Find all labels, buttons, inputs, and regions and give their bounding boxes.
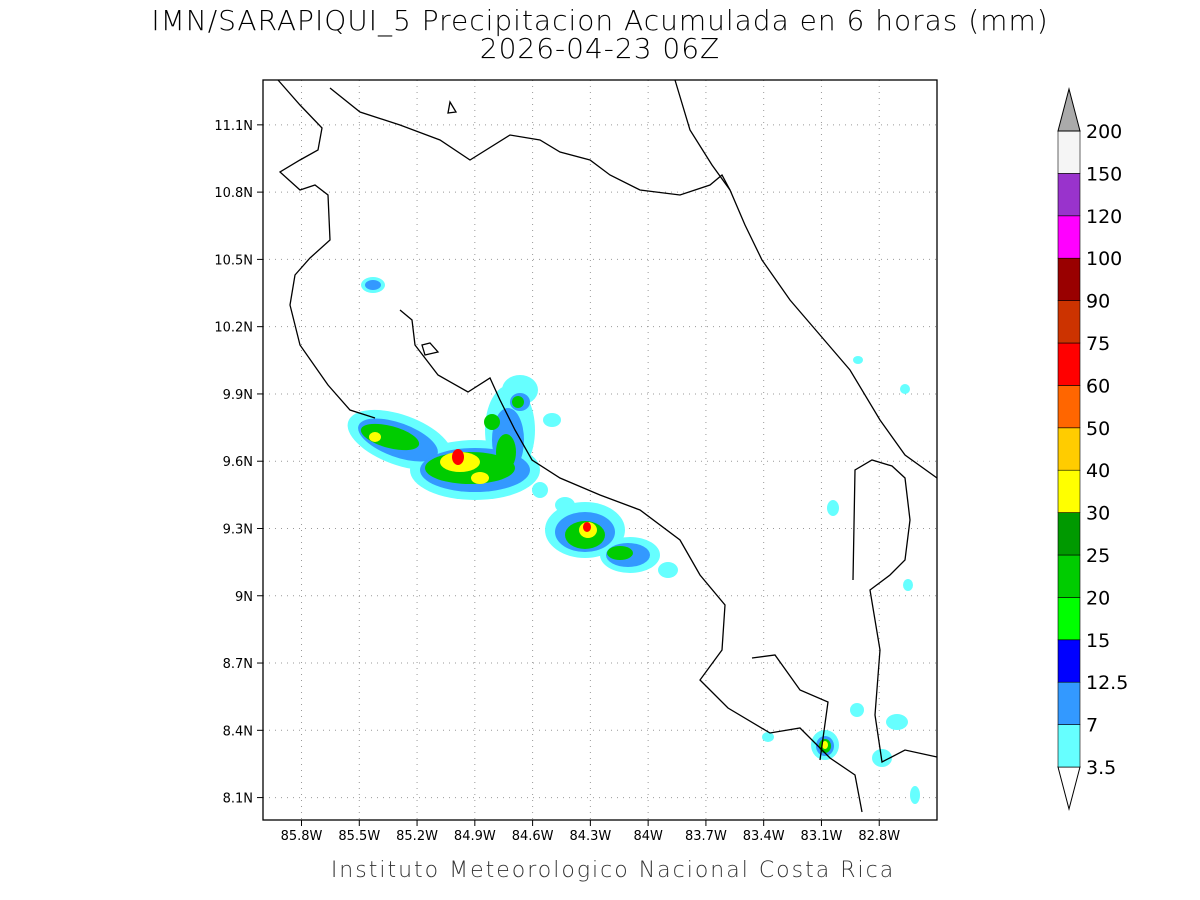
x-tick-label: 83.1W <box>801 829 843 844</box>
x-tick-label: 83.7W <box>685 829 727 844</box>
y-tick-label: 9.6N <box>223 455 253 470</box>
colorbar-band <box>1057 512 1081 556</box>
y-tick-label: 8.1N <box>223 792 253 807</box>
map-frame <box>262 79 938 821</box>
y-tick-label: 8.4N <box>223 724 253 739</box>
x-tick-label: 84.6W <box>512 829 554 844</box>
y-tick-label: 11.1N <box>214 119 253 134</box>
colorbar-band <box>1057 215 1081 259</box>
colorbar-band <box>1057 342 1081 386</box>
colorbar-label: 60 <box>1086 375 1110 397</box>
x-tick-label: 84.9W <box>454 829 496 844</box>
colorbar-over <box>1057 87 1081 132</box>
colorbar-band <box>1057 385 1081 429</box>
colorbar-band <box>1057 681 1081 725</box>
map-subtitle: 2026-04-23 06Z <box>480 32 720 65</box>
colorbar-label: 15 <box>1086 630 1110 652</box>
y-tick-label: 9N <box>235 590 253 605</box>
colorbar-label: 40 <box>1086 460 1110 482</box>
colorbar-label: 3.5 <box>1086 757 1116 779</box>
x-tick-label: 85.2W <box>396 829 438 844</box>
colorbar-label: 7 <box>1086 715 1098 737</box>
coastline <box>277 79 938 813</box>
colorbar-label: 50 <box>1086 418 1110 440</box>
colorbar-label: 200 <box>1086 121 1122 143</box>
y-tick-label: 9.9N <box>223 388 253 403</box>
y-tick-label: 8.7N <box>223 657 253 672</box>
colorbar-band <box>1057 597 1081 641</box>
x-tick-label: 85.5W <box>338 829 380 844</box>
colorbar-band <box>1057 427 1081 471</box>
x-tick-label: 84.3W <box>569 829 611 844</box>
y-tick-label: 10.2N <box>214 321 253 336</box>
colorbar-label: 25 <box>1086 545 1110 567</box>
colorbar-band <box>1057 724 1081 768</box>
colorbar-under <box>1057 766 1081 811</box>
grid: 85.8W 85.5W 85.2W 84.9W 84.6W 84.3W 84W 83.7W 83… <box>214 80 937 844</box>
colorbar-label: 12.5 <box>1086 672 1128 694</box>
map-title: IMN/SARAPIQUI_5 Precipitacion Acumulada … <box>151 4 1048 38</box>
colorbar-label: 75 <box>1086 333 1110 355</box>
x-tick-label: 83.4W <box>743 829 785 844</box>
colorbar-label: 100 <box>1086 248 1122 270</box>
y-tick-label: 10.5N <box>214 253 253 268</box>
colorbar-band <box>1057 639 1081 683</box>
colorbar-label: 90 <box>1086 291 1110 313</box>
colorbar-label: 30 <box>1086 503 1110 525</box>
colorbar-band <box>1057 469 1081 513</box>
colorbar-band <box>1057 554 1081 598</box>
colorbar-label: 20 <box>1086 587 1110 609</box>
colorbar-band <box>1057 300 1081 344</box>
y-tick-label: 10.8N <box>214 186 253 201</box>
colorbar-label: 120 <box>1086 206 1122 228</box>
colorbar-band <box>1057 173 1081 217</box>
colorbar-label: 150 <box>1086 163 1122 185</box>
x-tick-label: 84W <box>633 829 663 844</box>
precipitation <box>347 277 920 804</box>
y-tick-label: 9.3N <box>223 522 253 537</box>
colorbar: 3.5 7 12.5 15 20 25 30 40 50 60 75 90 100 120 150 200 <box>1057 87 1128 811</box>
x-tick-label: 82.8W <box>858 829 900 844</box>
colorbar-band <box>1057 130 1081 174</box>
x-tick-label: 85.8W <box>281 829 323 844</box>
colorbar-band <box>1057 257 1081 301</box>
footer: Instituto Meteorologico Nacional Costa R… <box>331 858 895 883</box>
